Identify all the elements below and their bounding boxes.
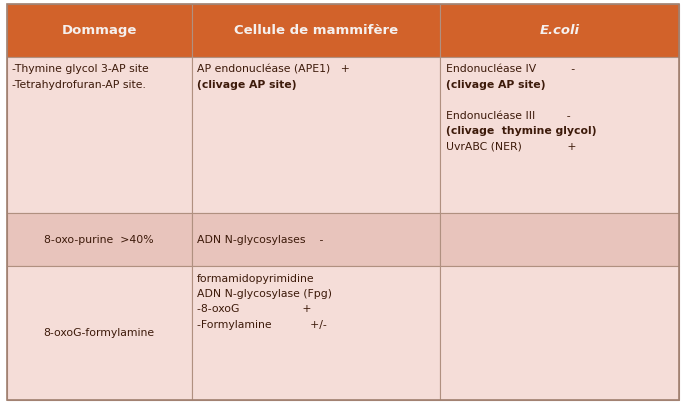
Bar: [440, 4, 679, 57]
Text: ADN N-glycosylase (Fpg): ADN N-glycosylase (Fpg): [198, 289, 332, 299]
Text: (clivage  thymine glycol): (clivage thymine glycol): [446, 126, 596, 136]
Text: -Formylamine           +/-: -Formylamine +/-: [198, 320, 327, 330]
Text: Cellule de mammifère: Cellule de mammifère: [234, 24, 398, 37]
Text: Dommage: Dommage: [62, 24, 137, 37]
Bar: [440, 57, 679, 213]
Bar: [7, 266, 192, 400]
Text: AP endonucléase (APE1)   +: AP endonucléase (APE1) +: [198, 65, 350, 74]
Text: formamidopyrimidine: formamidopyrimidine: [198, 274, 315, 284]
Bar: [7, 4, 192, 57]
Text: Endonucléase III         -: Endonucléase III -: [446, 111, 571, 120]
Text: -Tetrahydrofuran-AP site.: -Tetrahydrofuran-AP site.: [12, 80, 146, 90]
Text: (clivage AP site): (clivage AP site): [198, 80, 297, 90]
Text: E.coli: E.coli: [540, 24, 580, 37]
Bar: [440, 266, 679, 400]
Text: 8-oxo-purine  >40%: 8-oxo-purine >40%: [45, 235, 154, 245]
Text: UvrABC (NER)             +: UvrABC (NER) +: [446, 141, 576, 151]
Text: ADN N-glycosylases    -: ADN N-glycosylases -: [198, 235, 324, 245]
Bar: [192, 213, 440, 266]
Bar: [192, 4, 440, 57]
Text: -Thymine glycol 3-AP site: -Thymine glycol 3-AP site: [12, 65, 149, 74]
Text: Endonucléase IV          -: Endonucléase IV -: [446, 65, 575, 74]
Bar: [192, 266, 440, 400]
Bar: [192, 57, 440, 213]
Bar: [7, 57, 192, 213]
Bar: [440, 213, 679, 266]
Text: (clivage AP site): (clivage AP site): [446, 80, 545, 90]
Bar: [7, 213, 192, 266]
Text: 8-oxoG-formylamine: 8-oxoG-formylamine: [44, 328, 155, 338]
Text: -8-oxoG                  +: -8-oxoG +: [198, 304, 311, 314]
